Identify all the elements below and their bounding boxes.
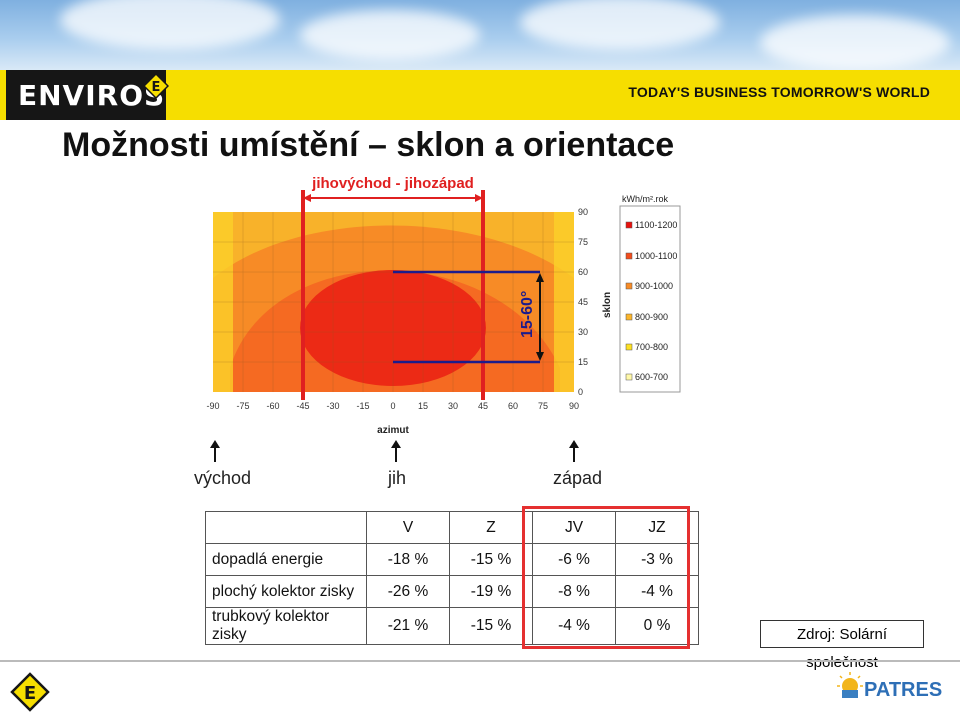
- table-row: dopadlá energie -18 % -15 % -6 % -3 %: [205, 543, 699, 576]
- direction-west: západ: [553, 468, 603, 488]
- y-tick: 60: [578, 267, 588, 277]
- footer-divider: [0, 660, 960, 662]
- y-tick: 45: [578, 297, 588, 307]
- x-tick: 0: [390, 401, 395, 411]
- arrow-up-icon: [569, 440, 579, 462]
- x-tick: -90: [206, 401, 219, 411]
- x-tick: 45: [478, 401, 488, 411]
- x-tick: -15: [356, 401, 369, 411]
- y-tick: 15: [578, 357, 588, 367]
- table-row: trubkový kolektor zisky -21 % -15 % -4 %…: [205, 607, 699, 645]
- table-header-cell: Z: [449, 511, 533, 544]
- legend-item: 700-800: [635, 342, 668, 352]
- x-tick: 60: [508, 401, 518, 411]
- patres-logo[interactable]: PATRES: [836, 668, 954, 712]
- y-tick: 30: [578, 327, 588, 337]
- irradiation-chart: 90 75 60 45 30 15 0 -90 -75 -60 -45 -30 …: [206, 175, 681, 436]
- band-1100-1200: [300, 270, 486, 386]
- table-cell: -18 %: [366, 543, 450, 576]
- table-header-cell: JZ: [615, 511, 699, 544]
- table-header-cell: [205, 511, 367, 544]
- y-tick: 0: [578, 387, 583, 397]
- x-tick: 15: [418, 401, 428, 411]
- source-note: Zdroj: Solární společnost: [760, 620, 924, 671]
- table-header-cell: JV: [532, 511, 616, 544]
- x-tick: -45: [296, 401, 309, 411]
- table-header-cell: V: [366, 511, 450, 544]
- legend-item: 800-900: [635, 312, 668, 322]
- x-tick: -60: [266, 401, 279, 411]
- row-label: dopadlá energie: [205, 543, 367, 576]
- sun-icon: [837, 672, 863, 698]
- x-tick: 30: [448, 401, 458, 411]
- table-cell: -21 %: [366, 607, 450, 645]
- svg-text:E: E: [24, 683, 36, 704]
- table-header-row: V Z JV JZ: [205, 511, 699, 544]
- x-tick: -30: [326, 401, 339, 411]
- range-label: jihovýchod - jihozápad: [311, 175, 474, 192]
- highlight-box-jv-jz: [522, 506, 690, 649]
- y-tick: 75: [578, 237, 588, 247]
- arrow-up-icon: [391, 440, 401, 462]
- table-row: plochý kolektor zisky -26 % -19 % -8 % -…: [205, 575, 699, 608]
- enviros-logo[interactable]: ENVIROS E: [6, 70, 169, 120]
- direction-south: jih: [388, 468, 407, 488]
- x-tick: 75: [538, 401, 548, 411]
- table-cell: -4 %: [615, 575, 699, 608]
- y-axis-title: sklon: [602, 292, 613, 318]
- x-tick: -75: [236, 401, 249, 411]
- x-tick: 90: [569, 401, 579, 411]
- x-axis-title: azimut: [377, 425, 409, 436]
- enviros-e-icon: E: [10, 672, 50, 712]
- table-cell: 0 %: [615, 607, 699, 645]
- table-cell: -19 %: [449, 575, 533, 608]
- row-label: plochý kolektor zisky: [205, 575, 367, 608]
- brand-name: ENVIROS: [18, 79, 166, 112]
- table-cell: -3 %: [615, 543, 699, 576]
- direction-east: východ: [194, 468, 252, 488]
- legend-item: 1100-1200: [635, 220, 677, 230]
- legend-box: [619, 205, 681, 393]
- page-title: Možnosti umístění – sklon a orientace: [62, 126, 675, 164]
- legend-title: kWh/m².rok: [622, 194, 668, 204]
- arrow-up-icon: [210, 440, 220, 462]
- tagline: TODAY'S BUSINESS TOMORROW'S WORLD: [628, 84, 930, 100]
- legend-item: 1000-1100: [635, 251, 677, 261]
- legend-item: 900-1000: [635, 281, 673, 291]
- table-cell: -15 %: [449, 543, 533, 576]
- legend-item: 600-700: [635, 372, 668, 382]
- table-cell: -26 %: [366, 575, 450, 608]
- partner-name: PATRES: [864, 679, 942, 701]
- enviros-e-icon: E: [143, 73, 169, 99]
- row-label: trubkový kolektor zisky: [205, 607, 367, 645]
- y-tick: 90: [578, 207, 588, 217]
- comparison-table: V Z JV JZ dopadlá energie -18 % -15 % -6…: [205, 511, 699, 645]
- tilt-label: 15-60°: [519, 291, 536, 338]
- table-cell: -4 %: [532, 607, 616, 645]
- svg-text:E: E: [152, 80, 161, 95]
- header-sky-photo: [0, 0, 960, 70]
- table-cell: -15 %: [449, 607, 533, 645]
